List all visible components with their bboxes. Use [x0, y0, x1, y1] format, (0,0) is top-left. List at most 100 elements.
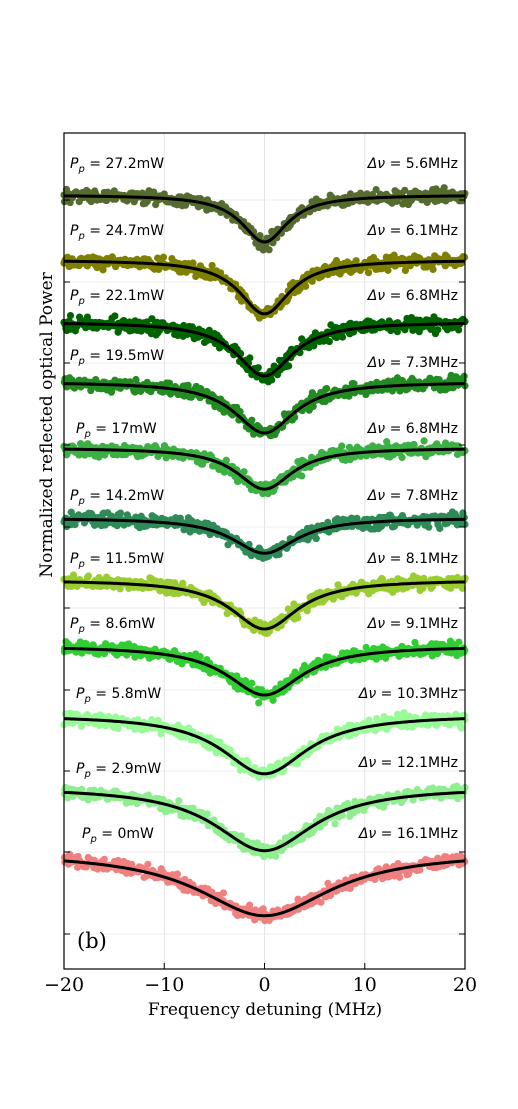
data-point [203, 810, 211, 818]
data-point [148, 716, 156, 724]
data-point [244, 759, 252, 768]
linewidth-label: Δν = 10.3MHz [358, 686, 458, 702]
data-point [210, 816, 218, 824]
data-point [83, 313, 92, 321]
data-point [345, 392, 353, 400]
data-point [434, 326, 442, 334]
fit-curve [63, 194, 466, 244]
data-point [347, 721, 356, 729]
data-point [420, 437, 428, 445]
data-point [372, 185, 380, 194]
data-point [100, 650, 109, 658]
data-point [268, 376, 276, 384]
data-point [352, 257, 360, 265]
pump-power-label: Pp = 22.1mW [70, 288, 164, 307]
data-point [460, 372, 468, 380]
fit-curve [63, 859, 466, 918]
data-point [455, 326, 463, 334]
data-point [248, 679, 256, 687]
data-point [258, 686, 266, 694]
data-point [398, 453, 406, 462]
fit-curve [63, 580, 466, 631]
data-point [364, 269, 373, 277]
data-point [254, 364, 262, 372]
data-point [111, 312, 119, 320]
data-point [385, 873, 393, 881]
data-point [338, 811, 347, 820]
data-point [157, 730, 165, 738]
data-point [425, 523, 433, 531]
linewidth-label: Δν = 9.1MHz [367, 616, 458, 632]
data-point [259, 905, 267, 913]
data-point [338, 333, 347, 341]
fit-curve [63, 646, 466, 697]
x-tick-label: −20 [44, 974, 84, 996]
data-point [165, 379, 174, 387]
data-point [84, 572, 93, 580]
series-labels: Pp = 27.2mW Δν = 5.6MHz Pp = 24.7mW Δν = 6.… [70, 156, 458, 845]
linewidth-label: Δν = 7.8MHz [367, 488, 458, 504]
data-point [325, 337, 333, 346]
data-point [265, 246, 273, 254]
linewidth-label: Δν = 5.6MHz [367, 156, 458, 172]
data-point [100, 855, 108, 863]
data-point [128, 860, 136, 868]
pump-power-label: Pp = 19.5mW [70, 348, 164, 367]
fit-curve [63, 447, 466, 491]
data-point [457, 724, 465, 732]
data-point [308, 277, 316, 285]
data-point [455, 638, 463, 646]
data-point [384, 266, 392, 274]
fit-curve [63, 322, 466, 378]
data-point [298, 472, 306, 480]
data-point [400, 709, 408, 717]
linewidth-label: Δν = 6.1MHz [367, 223, 458, 239]
data-point [275, 550, 283, 559]
data-point [116, 585, 124, 593]
pump-power-label: Pp = 2.9mW [76, 761, 161, 780]
data-point [421, 711, 430, 719]
pump-power-label: Pp = 24.7mW [70, 223, 164, 242]
data-point [312, 535, 320, 543]
data-point [148, 315, 156, 323]
linewidth-label: Δν = 6.8MHz [367, 288, 458, 304]
data-point [248, 416, 256, 424]
axis-ticks: −20 −10 0 10 20 [44, 199, 477, 996]
pump-power-label: Pp = 27.2mW [70, 156, 164, 175]
pump-power-label: Pp = 17mW [76, 421, 157, 440]
pump-power-label: Pp = 14.2mW [70, 488, 164, 507]
data-point [255, 699, 263, 707]
linewidth-label: Δν = 6.8MHz [367, 421, 458, 437]
data-point [401, 326, 409, 334]
pump-power-label: Pp = 8.6mW [70, 616, 155, 635]
data-point [429, 265, 437, 273]
data-point [196, 653, 204, 661]
data-point [272, 852, 280, 860]
fit-curve [63, 790, 466, 853]
fit-curves [63, 194, 466, 918]
x-axis-label: Frequency detuning (MHz) [148, 1000, 382, 1020]
data-point [410, 440, 418, 449]
data-point [102, 722, 110, 730]
data-point [285, 362, 293, 370]
data-point [173, 870, 182, 878]
pump-power-label: Pp = 5.8mW [76, 686, 161, 705]
data-point [132, 375, 140, 384]
x-tick-label: 10 [353, 974, 377, 996]
data-point [66, 311, 75, 320]
data-point [245, 901, 254, 909]
data-point [401, 266, 409, 275]
data-point [222, 456, 230, 464]
data-point [220, 468, 228, 476]
data-point [269, 696, 277, 704]
data-point [390, 251, 398, 259]
data-point [332, 333, 341, 342]
data-point [338, 442, 346, 450]
pump-power-label: Pp = 11.5mW [70, 551, 164, 570]
data-point [175, 797, 183, 805]
data-point [236, 408, 244, 416]
x-tick-label: −10 [144, 974, 184, 996]
data-point [436, 524, 444, 533]
data-point [458, 584, 467, 592]
data-point [237, 832, 245, 840]
